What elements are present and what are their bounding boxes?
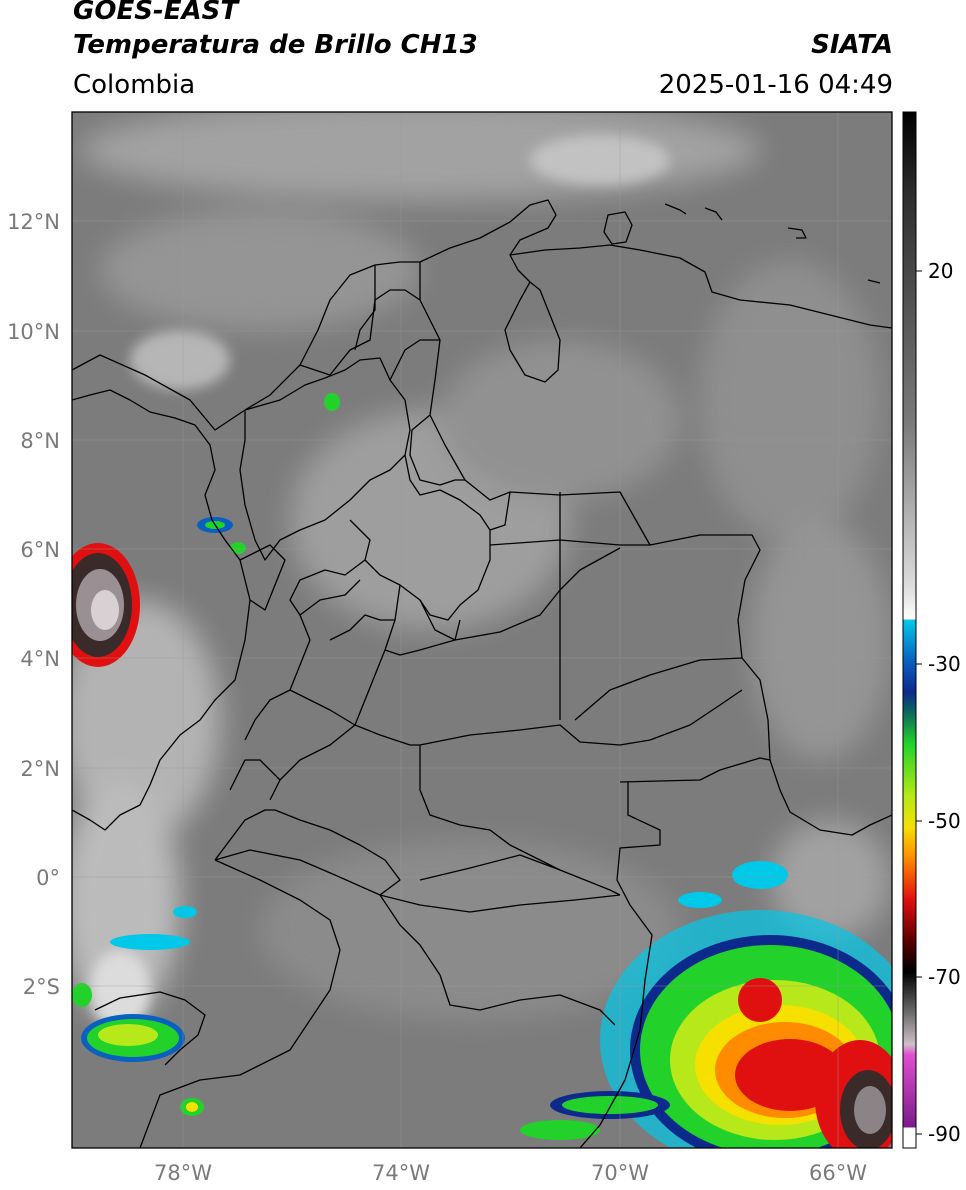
colorbar-gradient	[903, 112, 916, 1148]
lat-axis: 12°N 10°N 8°N 6°N 4°N 2°N 0° 2°S	[7, 210, 60, 999]
ir-imagery	[72, 112, 892, 1148]
graticule	[72, 112, 892, 1148]
lat-label: 8°N	[20, 429, 60, 453]
region-label: Colombia	[73, 70, 196, 100]
lat-label: 2°S	[23, 975, 60, 999]
lon-label: 66°W	[809, 1161, 867, 1185]
satellite-title: GOES-EAST	[73, 0, 239, 26]
lat-label: 2°N	[20, 757, 60, 781]
lon-label: 70°W	[591, 1161, 649, 1185]
colorbar-tick: 20	[928, 259, 953, 283]
lon-axis: 78°W 74°W 70°W 66°W	[154, 1161, 867, 1185]
product-title: Temperatura de Brillo CH13	[73, 30, 478, 60]
lon-label: 74°W	[372, 1161, 430, 1185]
colorbar-tick: -90	[928, 1122, 961, 1146]
convective-cell-west	[72, 543, 140, 667]
lat-label: 10°N	[7, 320, 60, 344]
lat-label: 12°N	[7, 210, 60, 234]
map-frame	[71, 111, 893, 1149]
datetime-label: 2025-01-16 04:49	[658, 70, 893, 100]
colorbar: 20 -30 -50 -70 -90	[902, 111, 961, 1149]
borders	[72, 199, 892, 1148]
lon-label: 78°W	[154, 1161, 212, 1185]
convective-cell-ecuador	[81, 1014, 185, 1062]
agency-label: SIATA	[811, 30, 893, 60]
lat-label: 6°N	[20, 538, 60, 562]
cell-small-1	[324, 393, 340, 411]
lat-label: 0°	[36, 866, 60, 890]
colorbar-frame	[902, 111, 917, 1149]
convective-complex-southeast	[520, 861, 892, 1148]
colorbar-tick: -70	[928, 965, 961, 989]
lat-label: 4°N	[20, 647, 60, 671]
colorbar-tick: -30	[928, 652, 961, 676]
colorbar-tick: -50	[928, 809, 961, 833]
